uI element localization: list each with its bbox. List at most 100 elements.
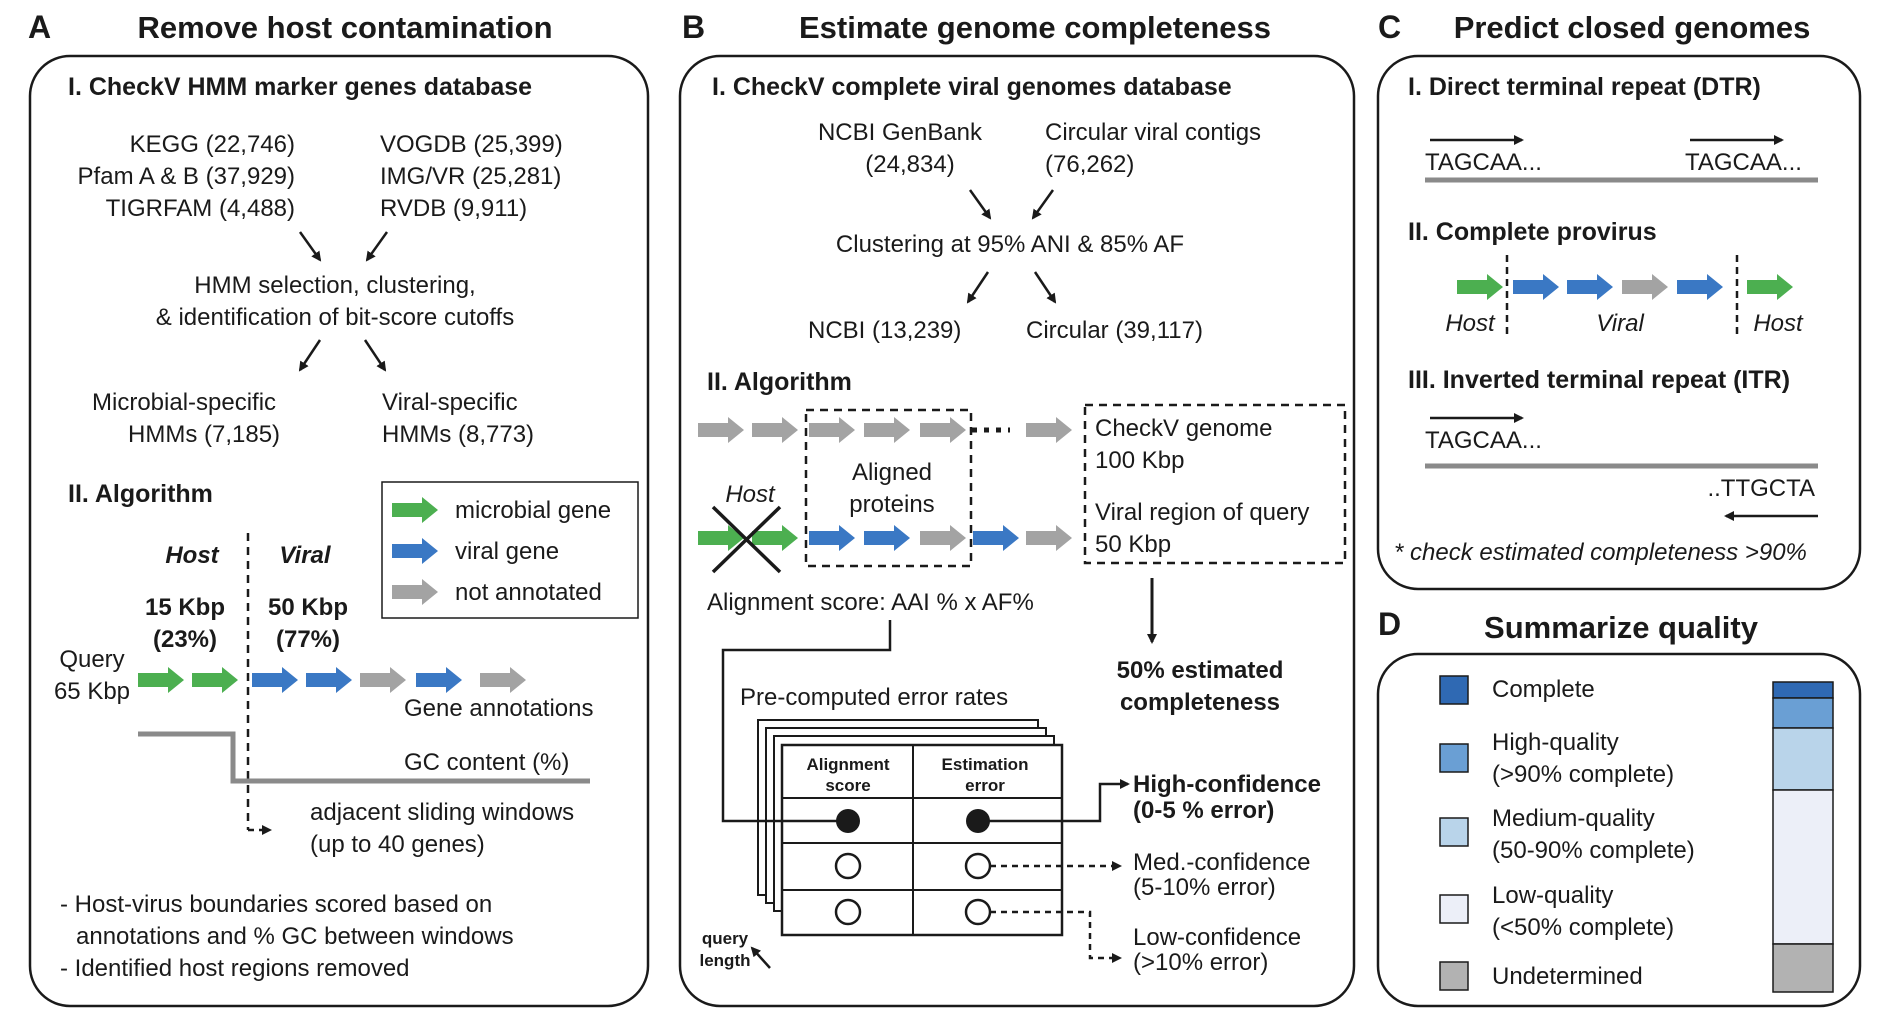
host-size: 15 Kbp	[145, 594, 225, 621]
arrow-to-viral	[363, 339, 387, 372]
db-pfam: Pfam A & B (37,929)	[78, 163, 295, 190]
medium-quality-range: (50-90% complete)	[1492, 837, 1695, 864]
viral-gene-arrow	[864, 525, 910, 551]
estimated-completeness-line-2: completeness	[1120, 689, 1280, 716]
note-line-2: annotations and % GC between windows	[76, 923, 514, 950]
arrow-to-microbial	[298, 339, 322, 372]
host-removed-cross	[711, 505, 782, 574]
panel-a: A Remove host contamination I. CheckV HM…	[28, 9, 650, 1008]
provirus-title: II. Complete provirus	[1408, 218, 1657, 246]
viral-gene-arrow	[1513, 274, 1559, 300]
precomputed-error-rates-label: Pre-computed error rates	[740, 684, 1008, 711]
host-gene-arrow	[138, 667, 184, 693]
gene-annotations-label: Gene annotations	[404, 695, 593, 722]
circular-contigs-count: (76,262)	[1045, 151, 1134, 178]
open-circle-error	[964, 898, 992, 926]
panel-d-title: Summarize quality	[1484, 610, 1759, 645]
reference-gene-arrow	[864, 417, 910, 443]
complete-label: Complete	[1492, 676, 1595, 703]
host-label-b: Host	[725, 481, 776, 508]
bar-segment-complete	[1772, 681, 1834, 699]
high-quality-label: High-quality	[1492, 729, 1619, 756]
host-gene-arrow	[1457, 274, 1503, 300]
panel-d: D Summarize quality Complete High-qualit…	[1376, 606, 1862, 1008]
panel-b-section-2-title: II. Algorithm	[707, 368, 852, 396]
aligned-proteins-line-2: proteins	[849, 491, 934, 518]
high-confidence-range: (0-5 % error)	[1133, 797, 1274, 824]
low-quality-label: Low-quality	[1492, 882, 1613, 909]
itr-title: III. Inverted terminal repeat (ITR)	[1408, 366, 1790, 394]
ncbi-result: NCBI (13,239)	[808, 317, 961, 344]
undetermined-swatch	[1439, 961, 1469, 991]
unannotated-gene-arrow	[1026, 525, 1072, 551]
microbial-hmms-line-2: HMMs (7,185)	[128, 421, 280, 448]
circular-contigs-label: Circular viral contigs	[1045, 119, 1261, 146]
panel-c-box	[1376, 54, 1862, 591]
checkv-genome-label: CheckV genome	[1095, 415, 1272, 442]
ncbi-genbank-label: NCBI GenBank	[818, 119, 983, 146]
reference-gene-arrow	[920, 417, 966, 443]
score-lookup-connector	[721, 620, 892, 823]
db-vogdb: VOGDB (25,399)	[380, 131, 563, 158]
query-length-arrow	[750, 946, 771, 969]
reference-gene-arrow	[752, 417, 798, 443]
col-alignment-score-header: score	[825, 776, 870, 795]
med-confidence-range: (5-10% error)	[1133, 874, 1276, 901]
panel-c-letter: C	[1378, 9, 1401, 45]
col-alignment-score-header: Alignment	[806, 755, 889, 774]
viral-gene-arrow	[306, 667, 352, 693]
itr-sequence-forward: TAGCAA...	[1425, 427, 1542, 454]
viral-hmms-line-2: HMMs (8,773)	[382, 421, 534, 448]
viral-region-size: 50 Kbp	[1095, 531, 1171, 558]
high-quality-range: (>90% complete)	[1492, 761, 1674, 788]
quality-stacked-bar	[1772, 681, 1834, 993]
circular-result: Circular (39,117)	[1026, 317, 1203, 344]
checkv-genome-size: 100 Kbp	[1095, 447, 1184, 474]
dtr-sequence-right: TAGCAA...	[1685, 149, 1802, 176]
hmm-selection-line-1: HMM selection, clustering,	[194, 272, 475, 299]
error-rate-table: Alignment score Estimation error	[780, 743, 1064, 937]
dtr-sequence-left: TAGCAA...	[1425, 149, 1542, 176]
unannotated-gene-arrow	[480, 667, 526, 693]
reference-gene-arrow	[809, 417, 855, 443]
provirus-host-left: Host	[1445, 310, 1496, 337]
aligned-proteins-box	[804, 408, 973, 568]
viral-gene-arrow	[1677, 274, 1723, 300]
panel-d-letter: D	[1378, 606, 1401, 642]
panel-c: C Predict closed genomes I. Direct termi…	[1376, 9, 1862, 591]
open-circle-error	[964, 852, 992, 880]
panel-b-title: Estimate genome completeness	[799, 10, 1271, 45]
legend-viral-gene: viral gene	[455, 538, 559, 565]
db-imgvr: IMG/VR (25,281)	[380, 163, 561, 190]
dtr-title: I. Direct terminal repeat (DTR)	[1408, 73, 1761, 101]
undetermined-label: Undetermined	[1492, 963, 1643, 990]
panel-a-box	[28, 54, 650, 1008]
unannotated-gene-arrow	[1622, 274, 1668, 300]
panel-a-title: Remove host contamination	[137, 10, 552, 45]
high-confidence-label: High-confidence	[1133, 771, 1321, 798]
db-rvdb: RVDB (9,911)	[380, 195, 527, 222]
arrow-right-to-selection	[365, 231, 389, 262]
complete-swatch	[1439, 675, 1469, 705]
high-confidence-arrow	[978, 779, 1130, 823]
bar-segment-high-quality	[1772, 697, 1834, 729]
low-confidence-label: Low-confidence	[1133, 924, 1301, 951]
panel-a-letter: A	[28, 9, 51, 45]
comparison-box	[1083, 403, 1347, 565]
legend-not-annotated: not annotated	[455, 579, 602, 606]
low-confidence-range: (>10% error)	[1133, 949, 1268, 976]
host-gene-arrow	[1747, 274, 1793, 300]
medium-quality-label: Medium-quality	[1492, 805, 1655, 832]
query-length-label: length	[700, 951, 751, 970]
query-label: Query	[59, 646, 124, 673]
viral-size: 50 Kbp	[268, 594, 348, 621]
panel-d-box	[1376, 652, 1862, 1008]
gc-content-line	[138, 731, 590, 784]
error-rate-table-frame	[780, 743, 1064, 937]
open-circle-score	[834, 898, 862, 926]
estimated-completeness-line-1: 50% estimated	[1117, 657, 1284, 684]
arrow-to-circular	[1033, 271, 1057, 304]
panel-a-section-1-title: I. CheckV HMM marker genes database	[68, 73, 532, 101]
note-line-3: - Identified host regions removed	[60, 955, 410, 982]
